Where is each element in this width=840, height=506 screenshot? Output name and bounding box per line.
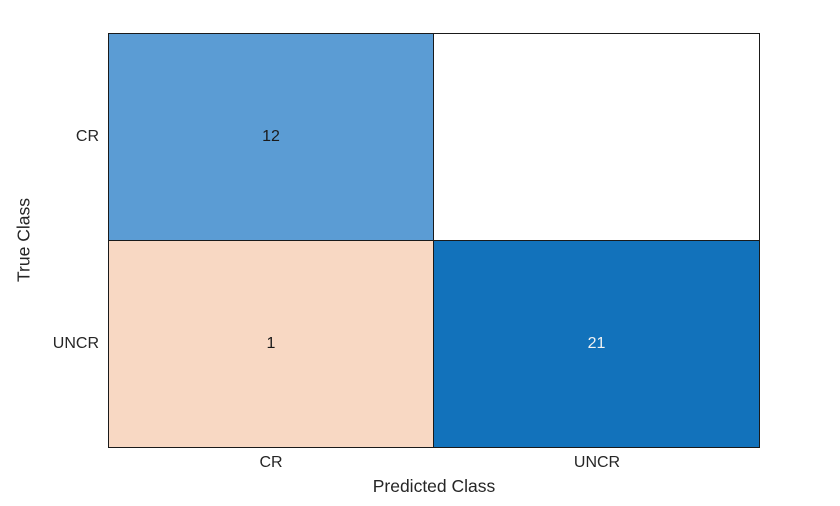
cell-true-cr-pred-uncr (434, 34, 759, 241)
cell-value: 1 (266, 334, 276, 352)
cell-true-uncr-pred-cr: 1 (109, 240, 434, 447)
x-axis-label: Predicted Class (372, 476, 496, 496)
x-tick-cr: CR (259, 454, 283, 471)
cell-true-cr-pred-cr: 12 (109, 34, 434, 241)
y-tick-cr: CR (75, 128, 99, 145)
confusion-matrix-grid: 12 1 21 (108, 33, 760, 448)
cell-value: 21 (587, 334, 606, 352)
y-tick-uncr: UNCR (52, 335, 99, 352)
y-axis-label: True Class (13, 198, 34, 282)
x-tick-uncr: UNCR (573, 454, 621, 471)
cell-value: 12 (262, 127, 280, 145)
cell-true-uncr-pred-uncr: 21 (434, 240, 759, 447)
